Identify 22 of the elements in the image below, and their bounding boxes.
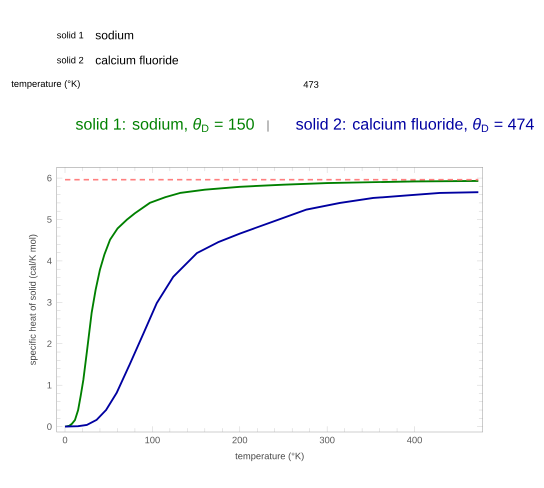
y-tick-label: 1: [48, 382, 52, 388]
text: solid 1: [57, 32, 84, 38]
y-tick-label: 4: [47, 258, 52, 264]
y-tick-label: 3: [47, 299, 52, 306]
x-tick-label: 0: [62, 436, 68, 444]
y-tick-label: 0: [47, 423, 52, 430]
text: solid 2: [57, 56, 84, 64]
x-tick-label: 300: [320, 436, 335, 444]
text: sodium: [96, 30, 134, 40]
text: 473: [303, 81, 318, 88]
text: calcium fluoride: [96, 56, 178, 64]
text: solid 1: sodium, θ$_{D}$ = 150: [76, 118, 254, 132]
y-axis-title: specific heat of solid (cal/K mol): [28, 234, 38, 366]
y-tick-label: 5: [47, 216, 52, 223]
text: temperature (°K): [11, 80, 80, 89]
x-tick-label: 400: [406, 436, 422, 444]
x-tick-label: 100: [145, 436, 160, 444]
x-tick-label: 200: [232, 436, 248, 444]
y-tick-label: 6: [47, 174, 52, 182]
y-tick-label: 2: [47, 340, 52, 348]
text: solid 2: calcium fluoride, θ$_{D}$ = 474: [296, 118, 534, 132]
x-axis-title: temperature (°K): [235, 452, 304, 462]
